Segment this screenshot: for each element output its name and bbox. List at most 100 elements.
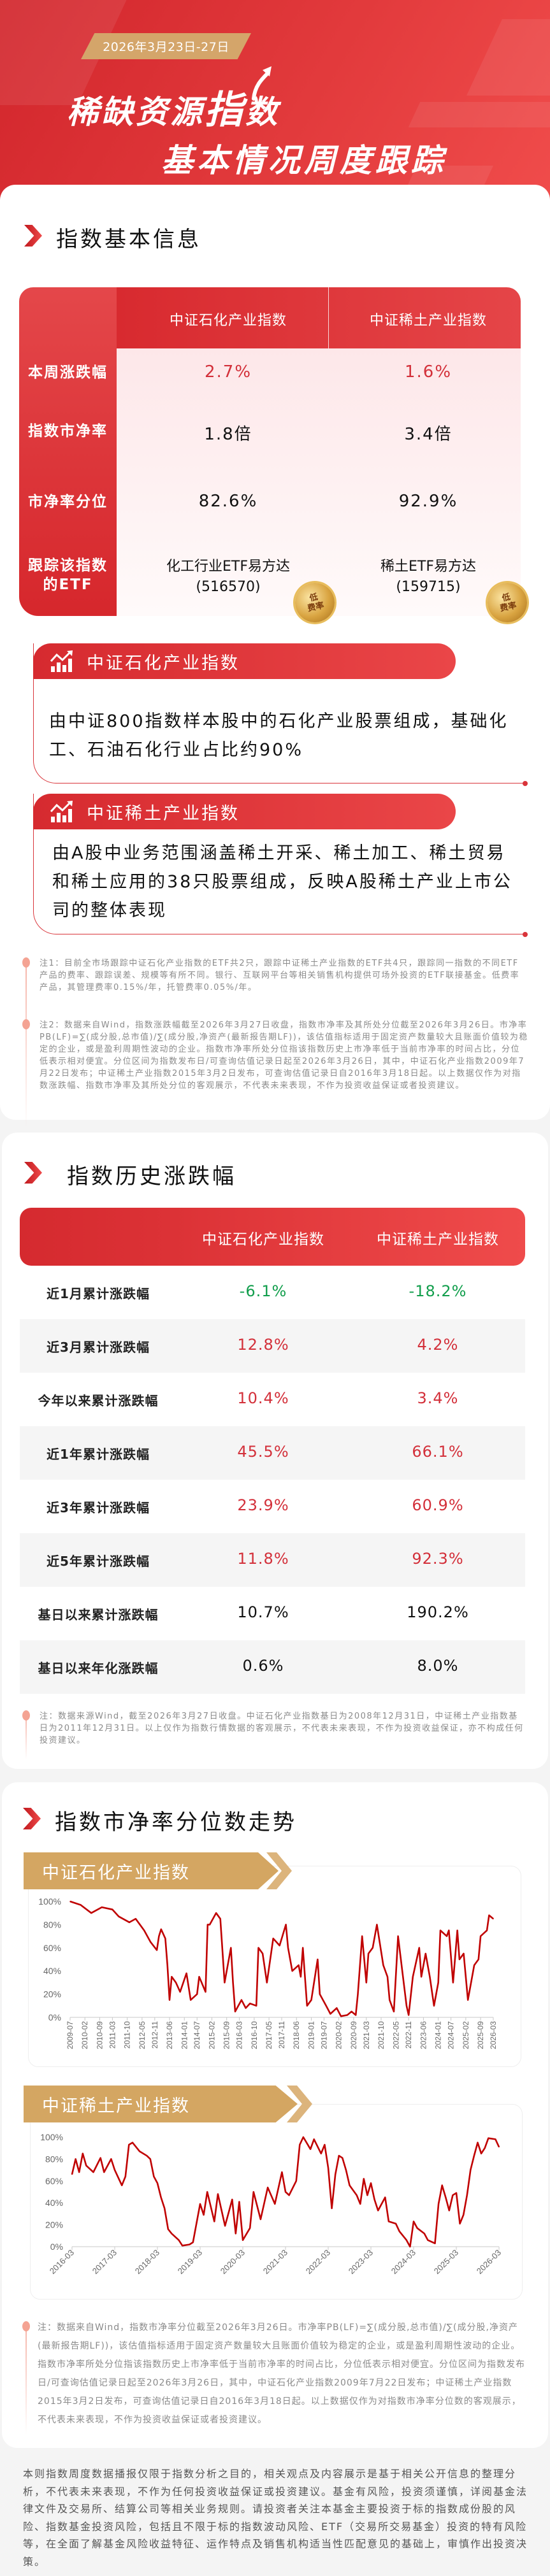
data-point — [287, 1947, 289, 1949]
description-header: 中证稀土产业指数 — [33, 794, 456, 829]
y-tick-label: 60% — [45, 2176, 63, 2186]
data-point — [185, 1973, 187, 1974]
x-tick-label: 2025-03 — [432, 2248, 460, 2276]
table-cell: 10.7% — [237, 1603, 289, 1621]
data-point — [249, 2227, 250, 2229]
data-point — [75, 2158, 76, 2160]
data-point — [143, 1929, 145, 1931]
data-point — [449, 2210, 450, 2212]
table-row: 近3月累计涨跌幅 12.8% 4.2% — [20, 1319, 525, 1373]
note-dot — [22, 1710, 30, 1721]
badge-text: 费率 — [499, 601, 517, 614]
data-point — [285, 2191, 286, 2193]
data-point — [199, 2203, 201, 2205]
table-row: 近3年累计涨跌幅 23.9% 60.9% — [20, 1480, 525, 1533]
data-point — [466, 2194, 468, 2196]
data-point — [175, 1982, 177, 1984]
y-tick-label: 20% — [43, 1989, 61, 2000]
data-point — [413, 2221, 414, 2222]
y-tick-label: 80% — [45, 2154, 63, 2164]
etf-item[interactable]: 化工行业ETF易方达 (516570) — [133, 557, 324, 597]
data-point — [377, 2210, 379, 2212]
data-point — [249, 2003, 251, 2004]
data-point — [206, 2191, 208, 2193]
data-point — [440, 1929, 441, 1931]
table-cell: 66.1% — [412, 1443, 464, 1461]
description-box — [33, 794, 525, 934]
data-point — [340, 2015, 342, 2017]
data-point — [329, 2013, 331, 2015]
data-point — [235, 2011, 236, 2012]
data-point — [164, 2208, 165, 2209]
description-text: 由A股中业务范围涵盖稀土开采、稀土加工、稀土贸易和稀土应用的38只股票组成，反映… — [52, 843, 512, 920]
data-point — [424, 1953, 426, 1954]
data-point — [408, 2014, 409, 2016]
x-tick-label: 2017-11 — [277, 2021, 286, 2049]
data-point — [389, 1999, 391, 2001]
data-point — [397, 1935, 399, 1937]
data-point — [256, 2005, 257, 2007]
data-point — [433, 2005, 435, 2007]
data-point — [469, 1987, 471, 1989]
data-point — [103, 2172, 105, 2173]
data-point — [373, 2199, 375, 2200]
data-point — [235, 2233, 236, 2235]
x-tick-label: 2014-01 — [180, 2021, 189, 2049]
data-point — [456, 2192, 457, 2194]
x-tick-label: 2013-06 — [165, 2021, 174, 2049]
table-cell: 4.2% — [417, 1336, 459, 1354]
data-point — [213, 2221, 215, 2222]
data-point — [160, 1928, 162, 1930]
data-point — [78, 2172, 80, 2173]
data-point — [406, 2005, 407, 2007]
etf-item[interactable]: 稀土ETF易方达 (159715) — [333, 557, 524, 597]
etf-name[interactable]: 稀土ETF易方达 — [380, 559, 476, 575]
column-header: 中证稀土产业指数 — [369, 313, 487, 329]
x-tick-label: 2026-03 — [489, 2021, 498, 2049]
data-point — [232, 1982, 234, 1984]
etf-code: (516570) — [196, 579, 261, 595]
table-header: 中证石化产业指数 中证稀土产业指数 — [20, 1208, 525, 1266]
data-point — [158, 1935, 160, 1937]
data-point — [150, 1941, 151, 1943]
series-line — [69, 1900, 494, 2017]
table-cell: 3.4% — [417, 1389, 459, 1407]
data-point — [110, 2158, 112, 2160]
x-tick-label: 2019-03 — [176, 2248, 204, 2276]
data-point — [484, 2147, 486, 2149]
column-header: 中证稀土产业指数 — [377, 1231, 499, 1248]
data-point — [402, 1970, 403, 1971]
data-point — [209, 1924, 210, 1926]
data-point — [470, 2169, 472, 2171]
data-point — [393, 2011, 394, 2012]
chart-container — [30, 2104, 523, 2300]
etf-code: (159715) — [396, 579, 461, 595]
data-point — [398, 2231, 400, 2232]
table-row: 近1年累计涨跌幅 45.5% 66.1% — [20, 1426, 525, 1480]
data-point — [299, 2144, 301, 2145]
table-cell: 92.3% — [412, 1550, 464, 1568]
data-point — [231, 2199, 233, 2200]
note-text: 注：数据来自Wind，指数市净率分位截至2026年3月26日。市净率PB(LF)… — [38, 2322, 525, 2425]
data-point — [480, 1935, 481, 1937]
x-tick-label: 2020-02 — [335, 2021, 344, 2049]
data-point — [347, 2014, 348, 2016]
etf-name[interactable]: 化工行业ETF易方达 — [166, 559, 290, 575]
data-point — [90, 1912, 92, 1914]
table-row: 基日以来累计涨跌幅 10.7% 190.2% — [20, 1587, 525, 1640]
row-label: 近1年累计涨跌幅 — [47, 1447, 150, 1462]
data-point — [384, 2196, 386, 2198]
data-point — [324, 2144, 326, 2145]
data-point — [356, 2194, 358, 2196]
data-point — [342, 2157, 344, 2159]
data-point — [281, 2172, 283, 2173]
data-point — [150, 2158, 151, 2160]
data-point — [135, 1918, 136, 1920]
data-point — [438, 2203, 439, 2205]
x-tick-label: 2025-02 — [461, 2021, 470, 2049]
data-point — [317, 1959, 319, 1960]
pb-percentile-chart-rare-earth: 0% 20% 40% 60% 80% 100% 2016-03 2017-03 2018-03 2… — [40, 2132, 503, 2276]
data-point — [349, 2184, 351, 2186]
x-tick-label: 2015-09 — [222, 2021, 231, 2049]
x-tick-label: 2026-03 — [475, 2248, 503, 2276]
